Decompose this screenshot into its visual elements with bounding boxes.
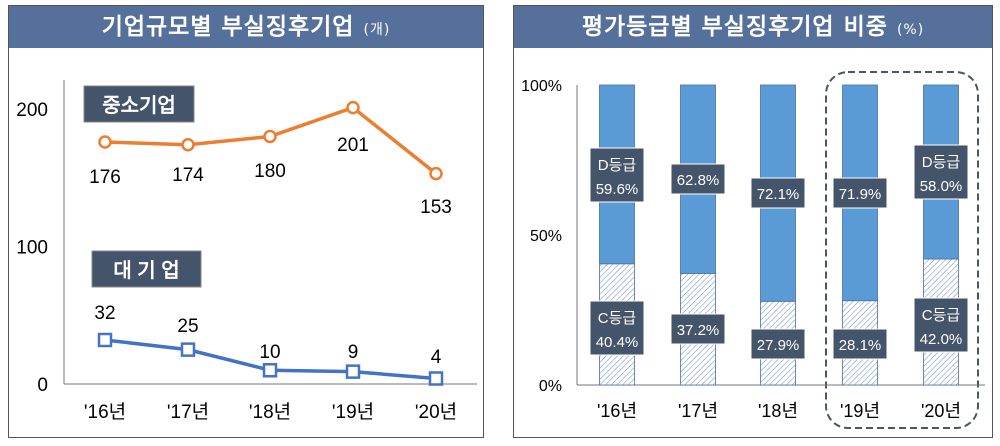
chart-title: 평가등급별 부실징후기업 비중 (%): [514, 6, 992, 48]
legend-label: 중소기업: [102, 94, 176, 117]
data-point: [345, 364, 361, 379]
x-tick-label: '19년: [332, 401, 374, 423]
series-name-label: C등급: [598, 310, 637, 327]
data-point: [428, 371, 444, 386]
data-label-box: [913, 144, 969, 200]
data-point: [181, 138, 195, 152]
data-point: [346, 100, 360, 115]
x-tick-label: '17년: [678, 401, 718, 421]
data-label: 25: [177, 316, 198, 337]
data-point: [263, 129, 277, 144]
data-label: 59.6%: [596, 181, 639, 198]
x-tick-label: '20년: [921, 401, 961, 421]
x-tick-label: '20년: [415, 401, 457, 423]
y-tick-label: 100: [16, 238, 48, 259]
data-label-box: [832, 177, 888, 209]
data-point: [429, 166, 443, 181]
data-label: 174: [172, 165, 204, 186]
data-label: 40.4%: [596, 334, 639, 351]
data-label-box: [832, 328, 888, 360]
data-label: 58.0%: [920, 178, 963, 195]
legend-box: [83, 85, 195, 123]
grade-ratio-chart-panel: 평가등급별 부실징후기업 비중 (%): [513, 5, 993, 438]
data-label: 180: [254, 161, 286, 182]
data-label: 153: [420, 197, 452, 218]
unit-text: (%): [896, 22, 925, 38]
data-label-box: [750, 177, 806, 209]
y-tick-label: 100%: [521, 78, 562, 95]
highlight-dashed-box: [825, 71, 979, 429]
data-label: 201: [337, 135, 369, 156]
data-label: 32: [94, 303, 115, 324]
data-label: 62.8%: [677, 172, 720, 189]
title-text: 평가등급별 부실징후기업 비중: [581, 14, 888, 40]
x-tick-label: '16년: [597, 401, 637, 421]
data-label-box: [670, 163, 726, 195]
x-tick-label: '18년: [758, 401, 798, 421]
data-point: [98, 135, 112, 149]
data-point: [262, 363, 278, 378]
y-tick-label: 0: [37, 375, 48, 396]
y-tick-label: 50%: [530, 228, 562, 245]
series-name-label: D등급: [598, 157, 637, 174]
data-label: 72.1%: [757, 186, 800, 203]
x-tick-label: '16년: [84, 401, 126, 423]
title-text: 기업규모별 부실징후기업: [101, 14, 355, 40]
y-tick-label: 200: [16, 100, 48, 121]
data-label-box: [670, 313, 726, 345]
unit-text: (개): [363, 22, 391, 38]
data-label-box: [913, 297, 969, 353]
x-tick-label: '17년: [167, 401, 209, 423]
data-label-box: [750, 328, 806, 360]
data-label: 37.2%: [677, 322, 720, 339]
data-label: 9: [348, 342, 359, 363]
x-tick-label: '18년: [249, 401, 291, 423]
x-tick-label: '19년: [840, 401, 880, 421]
series-name-label: C등급: [922, 307, 961, 324]
data-label: 71.9%: [839, 186, 882, 203]
data-label: 4: [431, 347, 442, 368]
chart-title: 기업규모별 부실징후기업 (개): [9, 6, 483, 48]
data-label: 10: [259, 342, 280, 363]
data-label: 27.9%: [757, 337, 800, 354]
y-tick-label: 0%: [539, 378, 562, 395]
data-point: [180, 342, 196, 357]
data-label-box: [589, 300, 645, 356]
data-label: 28.1%: [839, 337, 882, 354]
series-name-label: D등급: [922, 154, 961, 171]
data-label-box: [589, 147, 645, 203]
data-point: [97, 332, 113, 348]
legend-label: 대 기 업: [113, 259, 179, 282]
legend-box: [91, 250, 202, 288]
data-label: 42.0%: [920, 331, 963, 348]
data-label: 176: [89, 167, 121, 188]
